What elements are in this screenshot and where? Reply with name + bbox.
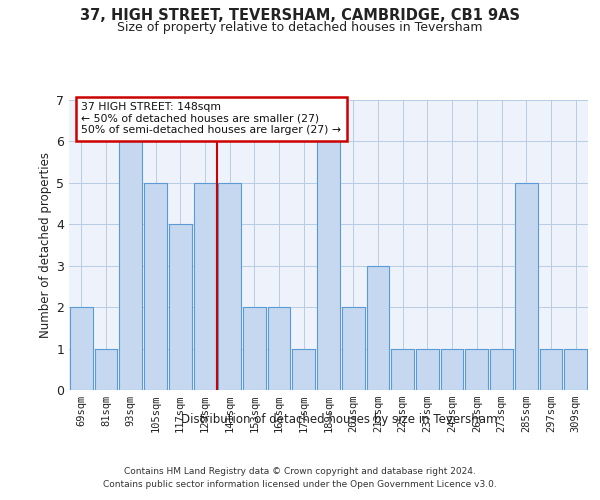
Bar [218,183,241,390]
Bar [144,183,167,390]
Bar [342,307,365,390]
Bar [317,142,340,390]
Bar [268,307,290,390]
Bar [416,348,439,390]
Bar [391,348,414,390]
Bar [367,266,389,390]
Bar [95,348,118,390]
Bar [243,307,266,390]
Text: 37 HIGH STREET: 148sqm
← 50% of detached houses are smaller (27)
50% of semi-det: 37 HIGH STREET: 148sqm ← 50% of detached… [82,102,341,136]
Text: Distribution of detached houses by size in Teversham: Distribution of detached houses by size … [181,412,497,426]
Text: Size of property relative to detached houses in Teversham: Size of property relative to detached ho… [117,21,483,34]
Bar [70,307,93,390]
Bar [119,100,142,390]
Y-axis label: Number of detached properties: Number of detached properties [39,152,52,338]
Bar [564,348,587,390]
Bar [441,348,463,390]
Text: Contains HM Land Registry data © Crown copyright and database right 2024.: Contains HM Land Registry data © Crown c… [124,468,476,476]
Bar [466,348,488,390]
Bar [292,348,315,390]
Bar [490,348,513,390]
Bar [169,224,191,390]
Bar [194,183,216,390]
Text: 37, HIGH STREET, TEVERSHAM, CAMBRIDGE, CB1 9AS: 37, HIGH STREET, TEVERSHAM, CAMBRIDGE, C… [80,8,520,22]
Bar [539,348,562,390]
Bar [515,183,538,390]
Text: Contains public sector information licensed under the Open Government Licence v3: Contains public sector information licen… [103,480,497,489]
